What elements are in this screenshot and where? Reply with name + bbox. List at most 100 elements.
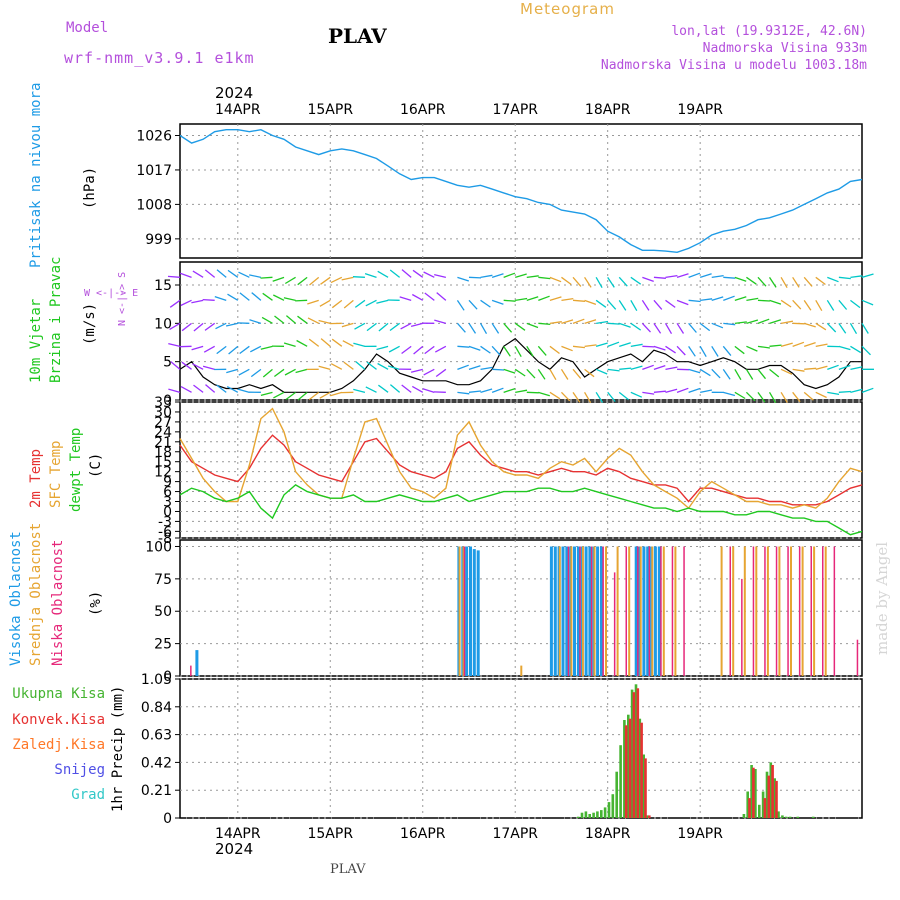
wind-arrow <box>688 299 701 303</box>
cloud-high-bar <box>573 546 576 676</box>
precip-total-bar <box>750 765 753 818</box>
wind-arrow <box>642 364 654 370</box>
cloud-low-bar <box>683 546 685 676</box>
wind-arrow <box>595 277 603 289</box>
precip-convective-bar <box>763 798 767 818</box>
wind-arrow <box>607 341 620 347</box>
wind-arrow <box>861 387 874 393</box>
wind-arrow <box>619 322 631 328</box>
year-label-bottom: 2024 <box>215 840 254 858</box>
wind-arrow <box>387 365 400 370</box>
wind-arrow <box>515 297 528 301</box>
wind-arrow <box>688 387 701 393</box>
wind-arrow <box>792 276 800 288</box>
wind-arrow <box>561 276 572 285</box>
wind-arrow <box>168 388 181 393</box>
temp-2m-line <box>179 434 863 506</box>
wind-arrow <box>170 361 181 370</box>
cloud-mid-bar <box>662 546 665 676</box>
wind-arrow <box>205 384 216 393</box>
cloud-low-bar <box>602 546 604 676</box>
wind-arrow <box>792 391 801 403</box>
wind-arrow <box>676 322 685 334</box>
precip-legend-convective: Konvek.Kisa <box>12 712 105 728</box>
wind-arrow <box>653 322 662 334</box>
wind-arrow <box>377 270 389 278</box>
wind-arrow <box>584 392 592 404</box>
wind-arrow <box>457 391 470 395</box>
precip-total-bar <box>638 718 642 818</box>
precip-total-bar <box>634 684 638 818</box>
wind-arrow <box>167 275 181 278</box>
cloud-high-bar <box>465 546 469 676</box>
wind-arrow <box>665 274 678 278</box>
wind-arrow <box>319 391 331 399</box>
wind-arrow <box>515 389 528 393</box>
wind-arrow <box>273 391 285 399</box>
wind-arrow <box>514 368 526 377</box>
wind-arrow <box>572 345 585 349</box>
wind-tick-label: 15 <box>154 278 172 294</box>
wind-arrow <box>826 322 837 333</box>
temperature-tick-label: 21 <box>154 435 172 451</box>
wind-arrow <box>619 342 631 347</box>
date-label-top: 15APR <box>307 102 353 118</box>
temperature-tick-label: 15 <box>154 455 172 471</box>
precip-total-bar <box>773 778 776 818</box>
wind-arrow <box>330 276 343 284</box>
cloud-low-bar <box>856 639 859 676</box>
wind-arrow <box>641 299 650 311</box>
precip-total-bar <box>761 791 765 818</box>
wind-arrow <box>342 340 354 347</box>
cloud-mid-bar <box>824 546 827 676</box>
wind-speed-line <box>179 337 862 393</box>
wind-arrow <box>595 299 607 308</box>
wind-arrow <box>838 276 851 280</box>
cloud-low-bar <box>764 546 766 676</box>
cloud-mid-bar <box>766 546 769 676</box>
cloud-low-bar <box>190 665 192 676</box>
wind-arrow <box>595 342 608 347</box>
wind-arrow <box>411 293 424 301</box>
wind-arrow <box>365 299 377 307</box>
precip-panel-frame <box>179 678 863 819</box>
wind-arrow <box>468 322 477 334</box>
precip-tick-label: 0.21 <box>141 783 172 799</box>
wind-arrow <box>274 368 285 378</box>
wind-arrow <box>757 276 767 287</box>
wind-arrow <box>769 299 782 305</box>
wind-arrow <box>769 319 782 324</box>
wind-arrow <box>815 343 828 347</box>
wind-arrow <box>262 292 273 301</box>
wind-arrow <box>838 322 847 334</box>
wind-arrow <box>343 361 354 370</box>
wind-arrow <box>734 345 745 355</box>
station-title: PLAV <box>328 24 387 48</box>
wind-arrow <box>538 391 550 397</box>
wind-arrow <box>619 367 632 370</box>
wind-arrow <box>503 299 516 302</box>
wind-arrow <box>584 299 597 306</box>
wind-arrow <box>191 299 204 304</box>
precip-total-bar <box>576 816 580 818</box>
date-label-bottom: 16APR <box>400 826 446 842</box>
wind-arrow <box>238 368 250 376</box>
wind-arrow <box>318 319 331 324</box>
wind-arrow <box>202 298 215 301</box>
wind-arrow <box>664 323 673 335</box>
wind-arrow <box>456 299 465 311</box>
coords-label: lon,lat (19.9312E, 42.6N) <box>671 24 867 39</box>
precip-convective-bar <box>748 798 751 818</box>
cloud-tick-label: 25 <box>154 637 172 653</box>
wind-arrow <box>699 273 712 278</box>
wind-arrow <box>526 345 534 357</box>
wind-arrow <box>180 299 192 307</box>
wind-arrow <box>355 361 366 370</box>
cloud-high-bar <box>565 546 569 676</box>
wind-arrow <box>711 345 719 357</box>
precip-legend-snow: Snijeg <box>54 762 105 778</box>
wind-arrow <box>284 368 296 376</box>
wind-arrow <box>734 369 742 381</box>
wind-arrow <box>700 298 713 301</box>
precip-convective-bar <box>636 688 640 818</box>
